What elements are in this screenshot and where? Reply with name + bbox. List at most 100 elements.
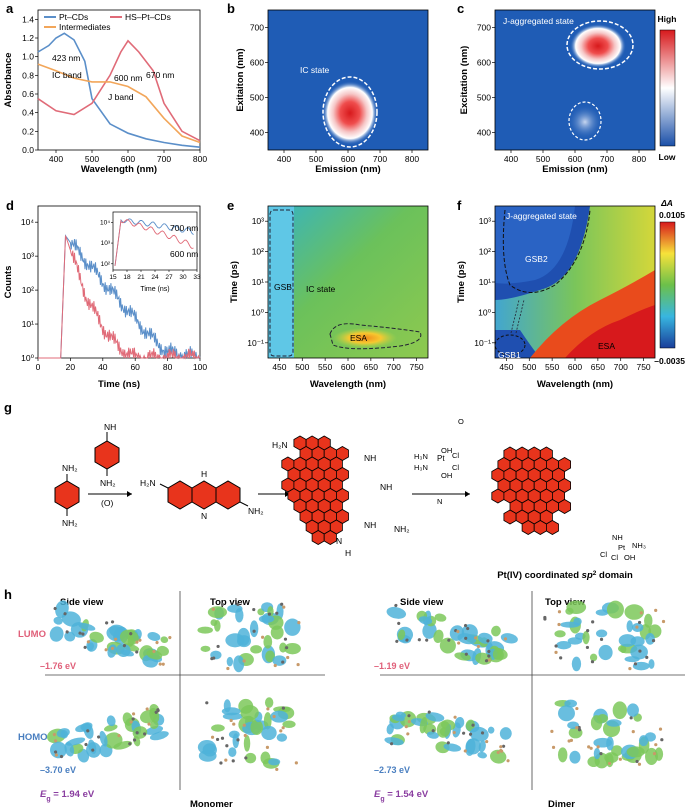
panel-d-ylabel: Counts	[3, 266, 14, 299]
series-line	[37, 63, 201, 144]
y-tick: 10¹	[252, 277, 264, 287]
aromatic-ring	[533, 520, 547, 535]
y-tick: 1.4	[22, 14, 34, 24]
panel-b-ic-outline	[322, 76, 378, 148]
chem-nh-dom3: NH	[364, 520, 376, 530]
y-tick: 500	[250, 93, 264, 103]
y-tick: 10³	[22, 251, 34, 261]
chem-pt-2: Pt	[618, 543, 626, 552]
chem-h3n-2: H₃N	[414, 463, 428, 472]
panel-f-gsb2-outline	[502, 209, 591, 293]
x-tick: 100	[193, 362, 207, 372]
chem-h2n-phen: H₂N	[140, 478, 156, 488]
y-tick: 0.8	[22, 70, 34, 80]
x-tick: 650	[591, 362, 605, 372]
monomer-eg: Eg = 1.94 eV	[40, 789, 95, 803]
x-tick: 500	[522, 362, 536, 372]
panel-c-j-outline	[566, 20, 634, 70]
x-tick: 0	[36, 362, 41, 372]
chem-nh-dom1: NH	[364, 453, 376, 463]
panel-b-ticks: 400 500 600 700 800 400 500 600 700	[250, 23, 420, 165]
x-tick: 500	[295, 362, 309, 372]
colorbar-c	[659, 29, 676, 147]
molecule-orbital	[386, 603, 518, 665]
x-tick: 40	[98, 362, 108, 372]
inset-x-tick: 27	[165, 274, 173, 281]
panel-d-xlabel: Time (ns)	[98, 379, 140, 390]
panel-c-low-outline	[568, 101, 602, 141]
chem-n-dmf: N	[437, 497, 442, 506]
panel-e-ylabel: Time (ps)	[229, 261, 240, 303]
monomer-homo-energy: –3.70 eV	[40, 765, 76, 775]
x-tick: 500	[309, 154, 323, 164]
y-tick: 0.0	[22, 145, 34, 155]
molecule-orbital	[49, 600, 172, 668]
panel-a-yticks: 0.0 0.2 0.4 0.6 0.8 1.0 1.2 1.4	[22, 14, 38, 155]
x-tick: 750	[409, 362, 423, 372]
y-tick: 10⁴	[21, 217, 34, 227]
panel-d-ticks: 0 20 40 60 80 100 10⁰ 10¹ 10² 10³ 10⁴	[21, 217, 207, 372]
panel-e-gsb: GSB	[274, 282, 292, 292]
lumo-label: LUMO	[18, 629, 46, 640]
panel-b-label: b	[227, 1, 235, 16]
y-tick: 10³	[252, 216, 264, 226]
x-tick: 550	[318, 362, 332, 372]
monomer-lumo-energy: –1.76 eV	[40, 661, 76, 671]
x-tick: 700	[157, 154, 171, 164]
dimer-eg: Eg = 1.54 eV	[374, 789, 429, 803]
panel-f-j-state: J-aggregated state	[506, 211, 577, 221]
dimer-lumo-energy: –1.19 eV	[374, 661, 410, 671]
x-tick: 400	[277, 154, 291, 164]
colorbar-f	[659, 221, 676, 349]
decay-trace	[38, 235, 201, 360]
colorbar-f-min: –0.0035	[654, 356, 685, 366]
chem-nh2-bot: NH₂	[62, 518, 78, 528]
molecule-orbital	[550, 699, 664, 769]
aromatic-ring	[558, 499, 571, 514]
panel-f-ticks: 450 500 550 600 650 700 750 10⁻¹ 10⁰ 10¹ 10² 10³	[474, 216, 651, 372]
y-tick: 0.4	[22, 108, 34, 118]
chem-h-phen: H	[201, 469, 207, 479]
chem-cl-1: Cl	[452, 451, 459, 460]
x-tick: 500	[536, 154, 550, 164]
x-tick: 700	[387, 362, 401, 372]
aromatic-ring	[323, 530, 337, 545]
panel-b-ic-state: IC state	[300, 65, 330, 75]
panel-e-esa: ESA	[350, 333, 367, 343]
panel-c-ylabel: Excitation (nm)	[459, 46, 470, 115]
x-tick: 800	[193, 154, 207, 164]
panel-a-xticks: 400 500 600 700 800	[49, 150, 207, 164]
x-tick: 450	[499, 362, 513, 372]
panel-f-gsb2: GSB2	[525, 254, 548, 264]
panel-f-arrow	[510, 299, 525, 334]
homo-label: HOMO	[18, 732, 48, 743]
panel-f-gsb1-region	[495, 330, 540, 358]
panel-a-series	[37, 32, 201, 148]
y-tick: 10²	[252, 247, 264, 257]
panel-d-label: d	[6, 198, 14, 213]
panel-c-xlabel: Emission (nm)	[542, 164, 607, 175]
molecule-orbital	[197, 697, 298, 771]
inset-trace	[114, 219, 194, 267]
panel-g: g NH₂ NH₂ NH NH₂ (O) H₂N H N NH₂ H₂N NH …	[4, 400, 646, 581]
chem-nh-pt: NH	[612, 533, 623, 542]
legend-pt-cds: Pt–CDs	[59, 12, 88, 22]
x-tick: 80	[163, 362, 173, 372]
inset-x-tick: 33	[193, 274, 201, 281]
reagent-o: (O)	[101, 498, 113, 508]
panel-g-label: g	[4, 400, 12, 415]
y-tick: 500	[477, 93, 491, 103]
annot-600nm: 600 nm	[114, 73, 142, 83]
inset-legend-600: 600 nm	[170, 249, 198, 259]
inset-y-tick: 10⁴	[100, 219, 110, 226]
inset-x-tick: 18	[123, 274, 131, 281]
panel-e-ic-state: IC state	[306, 284, 336, 294]
colorbar-f-title: ΔA	[660, 198, 673, 208]
x-tick: 700	[614, 362, 628, 372]
dimer-top-view: Top view	[545, 597, 586, 608]
chem-nh2-top: NH₂	[62, 463, 78, 473]
y-tick: 400	[250, 128, 264, 138]
legend-intermediates: Intermediates	[59, 22, 111, 32]
chem-h3n-1: H₃N	[414, 452, 428, 461]
chem-h2n-dom: H₂N	[272, 440, 288, 450]
